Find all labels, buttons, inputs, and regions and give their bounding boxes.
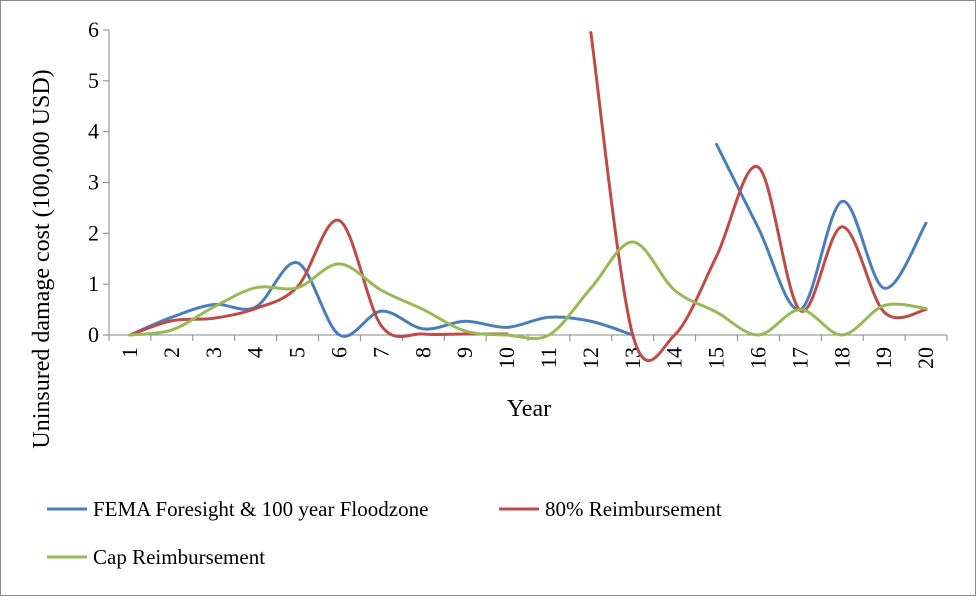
legend-label: 80% Reimbursement [545, 497, 722, 521]
y-tick-label: 3 [88, 170, 99, 195]
legend-label: Cap Reimbursement [93, 545, 265, 569]
series-line-2 [128, 31, 928, 363]
x-tick-label: 18 [829, 347, 854, 369]
y-tick-label: 4 [88, 119, 99, 144]
y-tick-label: 5 [88, 68, 99, 93]
series-line-1 [128, 142, 928, 338]
x-axis-ticks: 1 2 3 4 5 6 7 8 9 10 11 12 13 14 15 16 17 18 19 20 [108, 335, 948, 369]
y-tick-label: 6 [88, 17, 99, 42]
x-tick-label: 17 [787, 347, 812, 369]
legend-item: 80% Reimbursement [499, 497, 722, 521]
y-axis-ticks: 0 1 2 3 4 5 6 [88, 17, 109, 347]
x-tick-label: 16 [745, 347, 770, 369]
series-line-segment [715, 142, 928, 312]
x-tick-label: 19 [871, 347, 896, 369]
x-tick-label: 8 [410, 347, 435, 358]
x-tick-label: 14 [662, 347, 687, 369]
y-axis-title: Uninsured damage cost (100,000 USD) [29, 69, 55, 448]
x-tick-label: 11 [536, 347, 561, 368]
x-tick-label: 3 [201, 347, 226, 358]
series-line-segment [128, 218, 509, 338]
x-tick-label: 4 [243, 347, 268, 358]
series-line-segment [589, 31, 928, 363]
x-tick-label: 2 [159, 347, 184, 358]
legend-item: Cap Reimbursement [47, 545, 265, 569]
x-tick-label: 7 [368, 347, 393, 358]
x-tick-label: 12 [578, 347, 603, 369]
x-tick-label: 5 [285, 347, 310, 358]
x-tick-label: 9 [452, 347, 477, 358]
x-tick-label: 10 [494, 347, 519, 369]
legend-label: FEMA Foresight & 100 year Floodzone [93, 497, 428, 521]
series-line-3 [128, 240, 928, 341]
y-tick-label: 1 [88, 271, 99, 296]
legend: FEMA Foresight & 100 year Floodzone 80% R… [47, 497, 722, 569]
series-line-segment [128, 261, 635, 338]
legend-item: FEMA Foresight & 100 year Floodzone [47, 497, 428, 521]
x-axis-title: Year [507, 396, 551, 422]
y-tick-label: 0 [88, 322, 99, 347]
x-tick-label: 1 [117, 347, 142, 358]
x-tick-label: 13 [620, 347, 645, 369]
series-lines [128, 31, 928, 363]
x-tick-label: 20 [913, 347, 938, 369]
series-line-segment [128, 240, 928, 341]
x-tick-label: 15 [704, 347, 729, 369]
x-tick-label: 6 [326, 347, 351, 358]
y-tick-label: 2 [88, 220, 99, 245]
